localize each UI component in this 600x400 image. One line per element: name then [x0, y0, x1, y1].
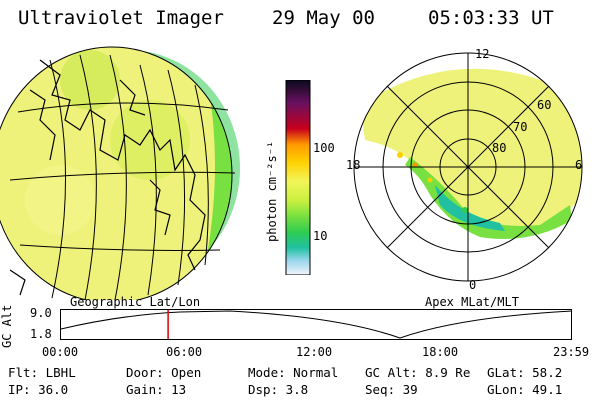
mlat-label-80: 80 — [492, 141, 507, 155]
timeline-xtick-3: 18:00 — [422, 345, 459, 359]
colorbar — [285, 80, 311, 275]
polar-grid — [353, 52, 583, 282]
timeline-ytick-bottom: 1.8 — [30, 327, 52, 341]
gain-label: Gain: 13 — [126, 382, 187, 397]
mlt-label-12: 12 — [475, 47, 490, 61]
mlt-label-6: 6 — [575, 158, 583, 172]
seq-label: Seq: 39 — [365, 382, 418, 397]
ip-label: IP: 36.0 — [8, 382, 69, 397]
glon-label: GLon: 49.1 — [487, 382, 563, 397]
door-label: Door: Open — [126, 365, 202, 380]
mlat-label-60: 60 — [537, 98, 552, 112]
timeline-xtick-4: 23:59 — [553, 345, 590, 359]
filter-label: Flt: LBHL — [8, 365, 76, 380]
coastlines — [9, 59, 206, 296]
mlt-label-18: 18 — [346, 158, 361, 172]
gc-alt-curve — [60, 310, 573, 339]
timeline-plot — [60, 309, 573, 340]
geo-map-caption: Geographic Lat/Lon — [70, 295, 201, 309]
colorbar-tick-100: 100 — [313, 141, 335, 155]
mlat-label-70: 70 — [513, 120, 528, 134]
glat-label: GLat: 58.2 — [487, 365, 563, 380]
mode-label: Mode: Normal — [248, 365, 339, 380]
time-label: 05:03:33 UT — [428, 7, 554, 29]
timeline-ylabel: GC Alt — [0, 304, 14, 348]
colorbar-unit-label: photon cm⁻²s⁻¹ — [265, 140, 279, 242]
auroral-oval — [360, 68, 582, 239]
polar-map-caption: Apex MLat/MLT — [425, 295, 519, 309]
timeline-xtick-0: 00:00 — [42, 345, 79, 359]
instrument-title: Ultraviolet Imager — [18, 7, 224, 29]
date-label: 29 May 00 — [272, 7, 375, 29]
timeline-xtick-2: 12:00 — [296, 345, 333, 359]
geographic-map — [0, 46, 240, 300]
dsp-label: Dsp: 3.8 — [248, 382, 309, 397]
timeline-xtick-1: 06:00 — [166, 345, 203, 359]
mlt-label-0: 0 — [469, 278, 477, 292]
dayside-emission — [0, 47, 232, 300]
gc-alt-label: GC Alt: 8.9 Re — [365, 365, 471, 380]
timeline-ytick-top: 9.0 — [30, 306, 52, 320]
latlon-grid — [0, 46, 236, 300]
polar-map — [353, 52, 583, 282]
colorbar-tick-10: 10 — [313, 229, 328, 243]
